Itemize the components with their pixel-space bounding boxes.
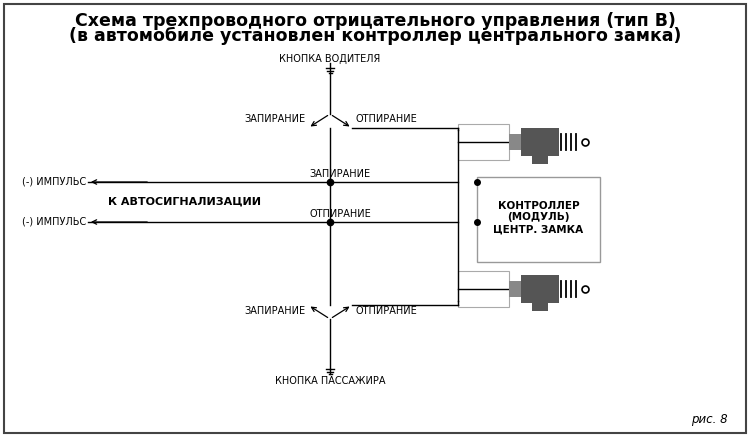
Text: ОТПИРАНИЕ: ОТПИРАНИЕ xyxy=(355,306,417,316)
Bar xyxy=(509,134,521,150)
Text: (-) ИМПУЛЬС: (-) ИМПУЛЬС xyxy=(22,217,86,227)
Text: рис. 8: рис. 8 xyxy=(692,413,728,426)
Bar xyxy=(509,281,521,297)
Text: Схема трехпроводного отрицательного управления (тип В): Схема трехпроводного отрицательного упра… xyxy=(74,12,676,30)
Text: ОТПИРАНИЕ: ОТПИРАНИЕ xyxy=(355,114,417,124)
Text: ЗАПИРАНИЕ: ЗАПИРАНИЕ xyxy=(244,114,305,124)
Text: КОНТРОЛЛЕР
(МОДУЛЬ)
ЦЕНТР. ЗАМКА: КОНТРОЛЛЕР (МОДУЛЬ) ЦЕНТР. ЗАМКА xyxy=(494,201,584,234)
Bar xyxy=(458,271,509,307)
Bar xyxy=(532,154,548,164)
Bar xyxy=(532,301,548,311)
Bar xyxy=(458,124,509,160)
Bar xyxy=(521,275,559,303)
Text: ОТПИРАНИЕ: ОТПИРАНИЕ xyxy=(309,209,370,219)
Text: КНОПКА ПАССАЖИРА: КНОПКА ПАССАЖИРА xyxy=(274,376,386,386)
Bar xyxy=(477,177,600,262)
Text: КНОПКА ВОДИТЕЛЯ: КНОПКА ВОДИТЕЛЯ xyxy=(279,54,380,64)
Text: (в автомобиле установлен контроллер центрального замка): (в автомобиле установлен контроллер цент… xyxy=(69,27,681,45)
Text: (-) ИМПУЛЬС: (-) ИМПУЛЬС xyxy=(22,177,86,187)
Bar xyxy=(521,128,559,156)
Text: К АВТОСИГНАЛИЗАЦИИ: К АВТОСИГНАЛИЗАЦИИ xyxy=(109,197,262,207)
Text: ЗАПИРАНИЕ: ЗАПИРАНИЕ xyxy=(244,306,305,316)
Text: ЗАПИРАНИЕ: ЗАПИРАНИЕ xyxy=(310,169,370,179)
